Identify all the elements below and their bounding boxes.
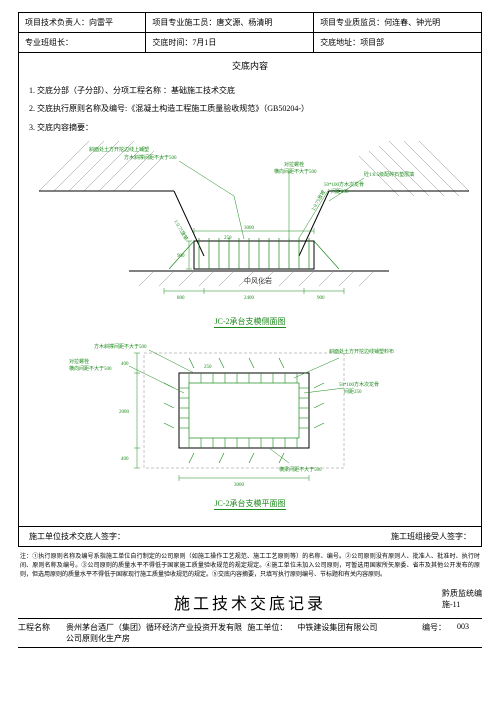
svg-text:400: 400 — [121, 457, 129, 462]
svg-text:3000: 3000 — [234, 483, 245, 488]
qc-staff-cell: 项目专业质监员：何连春、钟光明 — [314, 13, 482, 33]
time-cell: 交底时间：7月1日 — [146, 33, 314, 53]
header-table: 项目技术负责人：向雷平 项目专业施工员：唐文源、杨清明 项目专业质监员：何连春、… — [18, 12, 482, 53]
team-lead-cell: 专业班组长： — [19, 33, 146, 53]
svg-text:砼1:0.5级配碎石垫层填: 砼1:0.5级配碎石垫层填 — [364, 171, 414, 178]
sign-left: 施工单位技术交底人签字： — [29, 531, 125, 542]
svg-text:对拉螺栓: 对拉螺栓 — [69, 358, 89, 365]
tech-lead-cell: 项目技术负责人：向雷平 — [19, 13, 146, 33]
svg-text:2000: 2000 — [119, 410, 130, 415]
para-2: 2. 交底执行原则名称及编号:《混凝土构造工程施工质量验收规范》（GB50204… — [29, 102, 471, 116]
svg-text:横向间距不大于500: 横向间距不大于500 — [274, 168, 317, 175]
sign-right: 施工班组接受人签字： — [391, 531, 471, 542]
diagram-2-caption: JC-2承台支模平面图 — [214, 498, 285, 510]
proj-name-label: 工程名称 — [18, 622, 66, 644]
svg-text:800: 800 — [177, 296, 185, 301]
doc-number: 003 — [457, 622, 482, 644]
svg-text:900: 900 — [177, 254, 185, 259]
footer-info-row: 工程名称 贵州茅台酒厂（集团）循环经济产业投资开发有限公司原则化生产房 施工单位… — [18, 619, 482, 648]
content-box: 1. 交底分部（子分部）、分项工程名称 ：基础施工技术交底 2. 交底执行原则名… — [18, 76, 482, 527]
svg-text:斜面处土方开挖边线上铺塑: 斜面处土方开挖边线上铺塑 — [89, 146, 149, 153]
svg-text:400: 400 — [121, 362, 129, 367]
slope-left-label: 1:0.75放坡 — [172, 219, 189, 242]
construct-staff-cell: 项目专业施工员：唐文源、杨清明 — [146, 13, 314, 33]
section-title: 交底内容 — [18, 53, 482, 76]
svg-text:250: 250 — [204, 365, 212, 370]
svg-text:间距250: 间距250 — [344, 388, 362, 395]
svg-text:3000: 3000 — [244, 226, 255, 231]
svg-text:250: 250 — [224, 236, 232, 241]
para-1: 1. 交底分部（子分部）、分项工程名称 ：基础施工技术交底 — [29, 84, 471, 98]
svg-text:斜面处土方开挖边线铺塑料布: 斜面处土方开挖边线铺塑料布 — [329, 348, 394, 355]
addr-cell: 交底地址：项目部 — [314, 33, 482, 53]
proj-name-val: 贵州茅台酒厂（集团）循环经济产业投资开发有限公司原则化生产房 — [66, 622, 247, 644]
svg-text:对拉螺栓: 对拉螺栓 — [284, 161, 304, 168]
svg-text:横梁间距不大于500: 横梁间距不大于500 — [279, 466, 322, 473]
svg-text:横向间距不大于500: 横向间距不大于500 — [69, 365, 112, 372]
footer-big-title: 施工技术交底记录 黔质监统编 施-11 — [18, 586, 482, 619]
svg-text:中风化岩: 中风化岩 — [244, 276, 272, 285]
svg-text:方木斜撑间距不大于500: 方木斜撑间距不大于500 — [124, 154, 177, 161]
svg-text:方木斜撑间距不大于500: 方木斜撑间距不大于500 — [94, 343, 147, 350]
signature-row: 施工单位技术交底人签字： 施工班组接受人签字： — [18, 527, 482, 547]
svg-text:50*100方木次龙骨: 50*100方木次龙骨 — [339, 381, 379, 388]
svg-text:2400: 2400 — [244, 296, 255, 301]
construct-unit-val: 中铁建设集团有限公司 — [297, 622, 422, 644]
diagram-1: 1:0.75放坡 1:0.75放坡 中风化岩 — [29, 141, 471, 308]
svg-text:900: 900 — [317, 296, 325, 301]
note-text: 注：①执行原则名称及编号系指施工单位自行制定的公司原则（如施工操作工艺规范、施工… — [18, 547, 482, 586]
footer-code-1: 黔质监统编 — [442, 588, 482, 599]
diagram-1-caption: JC-2承台支模侧面图 — [214, 316, 285, 328]
footer-code-2: 施-11 — [442, 599, 482, 610]
para-3: 3. 交底内容摘要： — [29, 121, 471, 135]
diagram-2: 方木斜撑间距不大于500 对拉螺栓 横向间距不大于500 斜面处土方开挖边线铺塑… — [29, 338, 471, 490]
